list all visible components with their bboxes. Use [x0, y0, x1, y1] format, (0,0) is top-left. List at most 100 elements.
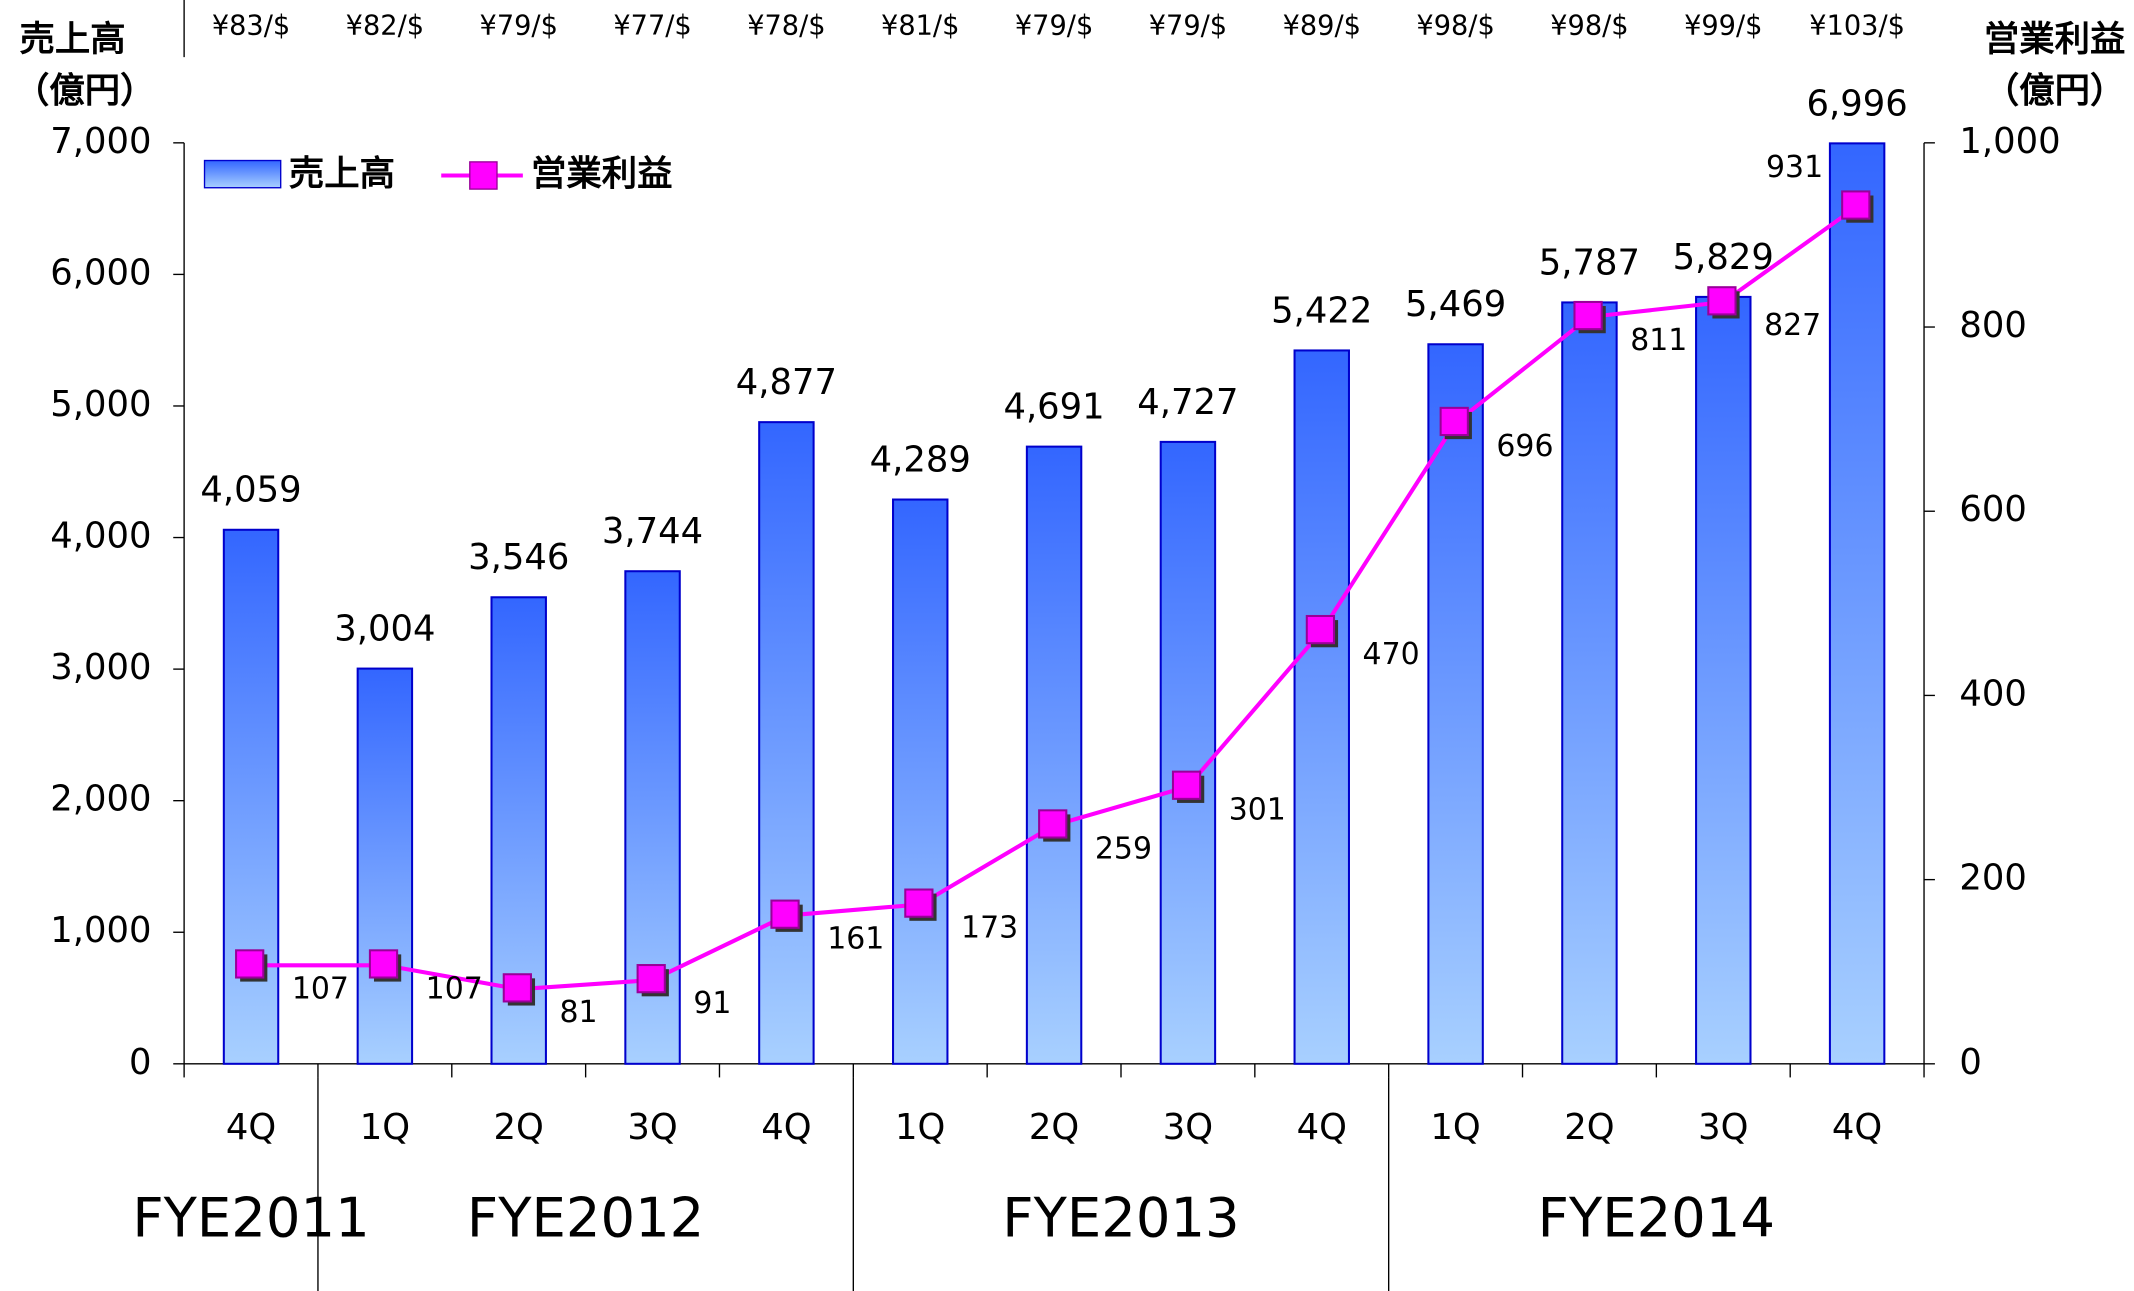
bar: [1159, 440, 1217, 1065]
exchange-rate: ¥79/$: [1015, 11, 1093, 42]
line-value-label: 470: [1363, 637, 1420, 672]
exchange-rate: ¥98/$: [1416, 11, 1494, 42]
line-value-label: 301: [1229, 793, 1286, 828]
x-tick-label: 1Q: [360, 1107, 410, 1148]
marker: [1171, 770, 1202, 800]
bar-value-label: 4,289: [870, 439, 971, 480]
legend-label: 営業利益: [531, 153, 672, 194]
line-value-label: 107: [292, 971, 349, 1006]
bar: [356, 667, 414, 1065]
y-tick-label: 4,000: [50, 516, 151, 557]
y2-axis-title: 営業利益: [1984, 19, 2125, 60]
line-value-label: 827: [1764, 308, 1821, 343]
marker: [636, 964, 666, 994]
y2-tick-label: 800: [1959, 305, 2027, 346]
bar: [1828, 142, 1886, 1065]
x-tick-label: 4Q: [1832, 1107, 1882, 1148]
x-tick-label: 4Q: [1297, 1107, 1347, 1148]
y2-axis-title: （億円）: [1984, 71, 2125, 112]
bar: [1427, 343, 1484, 1065]
y-tick-label: 5,000: [50, 384, 151, 425]
exchange-rate: ¥78/$: [747, 11, 825, 42]
y2-tick-label: 1,000: [1959, 121, 2060, 162]
bar-value-label: 5,422: [1271, 290, 1372, 331]
line-value-label: 811: [1630, 323, 1687, 358]
exchange-rate: ¥79/$: [480, 11, 558, 42]
bar-value-label: 6,996: [1807, 83, 1908, 124]
exchange-rate: ¥81/$: [881, 11, 959, 42]
marker: [502, 973, 532, 1003]
x-tick-label: 2Q: [1029, 1107, 1079, 1148]
group-label: FYE2011: [132, 1186, 369, 1250]
bar-value-label: 4,877: [736, 362, 837, 403]
exchange-rate: ¥83/$: [212, 11, 290, 42]
bar: [892, 498, 949, 1065]
y2-tick-label: 0: [1959, 1042, 1982, 1083]
exchange-rate: ¥79/$: [1149, 11, 1227, 42]
line-value-label: 696: [1496, 429, 1553, 464]
exchange-rate: ¥99/$: [1684, 11, 1762, 42]
bar-value-label: 5,469: [1405, 284, 1506, 325]
line-value-label: 931: [1766, 150, 1823, 185]
marker: [1439, 406, 1469, 437]
bar: [222, 528, 280, 1065]
marker: [904, 888, 934, 918]
line-value-label: 91: [693, 986, 731, 1021]
marker: [1573, 300, 1603, 331]
legend-marker: [469, 161, 498, 190]
line-value-label: 259: [1095, 831, 1152, 866]
x-tick-label: 2Q: [1564, 1107, 1614, 1148]
bar: [758, 421, 815, 1065]
marker: [1305, 614, 1336, 645]
bar-value-label: 5,829: [1673, 237, 1774, 278]
line-value-label: 173: [961, 910, 1018, 945]
group-label: FYE2012: [467, 1186, 704, 1250]
legend-label: 売上高: [289, 153, 395, 194]
y2-tick-label: 600: [1959, 489, 2027, 530]
y-tick-label: 2,000: [50, 779, 151, 820]
y-axis-title: （億円）: [14, 71, 155, 112]
x-tick-label: 1Q: [895, 1107, 945, 1148]
line-value-label: 81: [560, 995, 598, 1030]
x-tick-label: 3Q: [1698, 1107, 1748, 1148]
y-tick-label: 3,000: [50, 647, 151, 688]
x-tick-label: 3Q: [1163, 1107, 1213, 1148]
exchange-rate: ¥77/$: [613, 11, 691, 42]
y-axis-title: 売上高: [20, 19, 126, 60]
marker: [1707, 286, 1737, 316]
y2-tick-label: 400: [1959, 673, 2027, 714]
legend-swatch: [203, 159, 282, 189]
bar: [1561, 301, 1618, 1065]
marker: [235, 949, 265, 979]
y-tick-label: 0: [129, 1042, 152, 1083]
x-tick-label: 4Q: [761, 1107, 811, 1148]
x-tick-label: 2Q: [494, 1107, 544, 1148]
group-label: FYE2013: [1002, 1186, 1239, 1250]
exchange-rate: ¥89/$: [1283, 11, 1361, 42]
bar-value-label: 3,546: [468, 537, 569, 578]
bar-value-label: 3,744: [602, 511, 703, 552]
bar-value-label: 4,691: [1003, 387, 1104, 428]
marker: [1841, 190, 1871, 220]
exchange-rate: ¥98/$: [1550, 11, 1628, 42]
line-value-label: 107: [426, 971, 483, 1006]
x-tick-label: 4Q: [226, 1107, 276, 1148]
exchange-rate: ¥103/$: [1809, 11, 1905, 42]
y2-tick-label: 200: [1959, 858, 2027, 899]
marker: [1038, 809, 1068, 839]
bar-value-label: 3,004: [334, 608, 435, 649]
y-tick-label: 1,000: [50, 910, 151, 951]
x-tick-label: 1Q: [1430, 1107, 1480, 1148]
bar-value-label: 4,059: [200, 470, 301, 511]
marker: [368, 949, 399, 979]
bar: [1025, 445, 1083, 1065]
line-value-label: 161: [827, 922, 884, 957]
bar: [1293, 349, 1350, 1065]
y-tick-label: 6,000: [50, 252, 151, 293]
exchange-rate: ¥82/$: [346, 11, 424, 42]
y-tick-label: 7,000: [50, 121, 151, 162]
bar-value-label: 5,787: [1539, 242, 1640, 283]
x-tick-label: 3Q: [627, 1107, 677, 1148]
marker: [770, 899, 800, 929]
